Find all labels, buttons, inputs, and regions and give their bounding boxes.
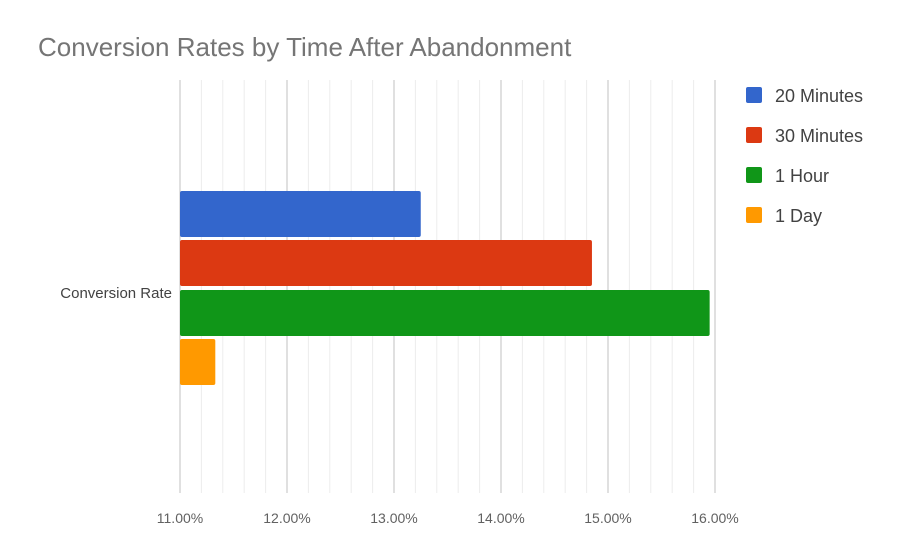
x-tick-label: 16.00% [691, 510, 738, 526]
x-tick-label: 12.00% [263, 510, 310, 526]
bar-30-minutes[interactable] [180, 240, 592, 286]
bar-1-hour[interactable] [180, 290, 710, 336]
legend-swatch [746, 207, 762, 223]
x-axis-ticks: 11.00% 12.00% 13.00% 14.00% 15.00% 16.00% [157, 510, 739, 526]
chart-title: Conversion Rates by Time After Abandonme… [38, 32, 572, 62]
legend-swatch [746, 87, 762, 103]
category-label: Conversion Rate [60, 285, 172, 302]
x-tick-label: 13.00% [370, 510, 417, 526]
bar-1-day[interactable] [180, 339, 216, 385]
bar-20-minutes[interactable] [180, 191, 421, 237]
x-tick-label: 15.00% [584, 510, 631, 526]
x-tick-label: 14.00% [477, 510, 524, 526]
legend-label: 20 Minutes [775, 86, 863, 106]
x-tick-label: 11.00% [157, 510, 203, 526]
legend-swatch [746, 167, 762, 183]
legend: 20 Minutes 30 Minutes 1 Hour 1 Day [746, 86, 863, 226]
bars [180, 191, 710, 385]
legend-label: 1 Day [775, 206, 822, 226]
legend-label: 1 Hour [775, 166, 829, 186]
gridlines [179, 80, 716, 493]
legend-label: 30 Minutes [775, 126, 863, 146]
legend-swatch [746, 127, 762, 143]
